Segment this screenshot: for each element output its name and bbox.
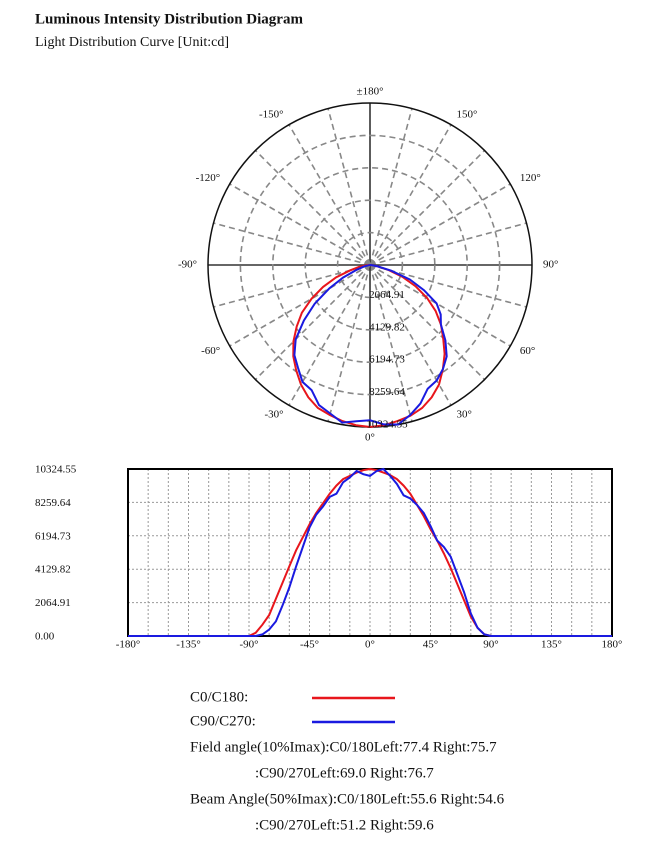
- x-tick-label: -45°: [300, 639, 319, 651]
- grid-spoke-minor: [254, 264, 371, 381]
- annotation: Field angle(10%Imax):C0/180Left:77.4 Rig…: [190, 739, 497, 755]
- angle-label: 0°: [365, 432, 375, 444]
- grid-spoke-minor: [369, 222, 527, 266]
- angle-label: -30°: [264, 408, 283, 420]
- y-tick-label: 10324.55: [35, 464, 77, 476]
- ring-label: 2064.91: [369, 289, 405, 301]
- y-tick-label: 6194.73: [35, 530, 71, 542]
- ring-label: 6194.73: [369, 354, 405, 366]
- legend-label: C0/C180:: [190, 689, 248, 705]
- x-tick-label: 135°: [541, 639, 562, 651]
- grid-spoke-minor: [369, 264, 527, 308]
- grid-spoke: [229, 183, 371, 266]
- grid-spoke-minor: [369, 264, 413, 422]
- grid-spoke-minor: [369, 108, 413, 266]
- annotation: :C90/270Left:69.0 Right:76.7: [255, 765, 434, 781]
- grid-ring: [336, 231, 404, 299]
- chart-title: Luminous Intensity Distribution Diagram: [35, 11, 303, 27]
- grid-spoke-minor: [327, 108, 371, 266]
- angle-label: 30°: [457, 408, 472, 420]
- grid-spoke: [369, 264, 511, 347]
- x-tick-label: -90°: [239, 639, 258, 651]
- annotation: :C90/270Left:51.2 Right:59.6: [255, 817, 434, 833]
- grid-ring: [304, 199, 436, 331]
- y-tick-label: 2064.91: [35, 597, 71, 609]
- grid-ring: [239, 134, 501, 396]
- grid-spoke: [369, 264, 452, 406]
- annotation: Beam Angle(50%Imax):C0/180Left:55.6 Righ…: [190, 791, 505, 807]
- x-tick-label: 45°: [423, 639, 438, 651]
- grid-spoke-minor: [369, 264, 486, 381]
- grid-spoke-minor: [213, 222, 371, 266]
- x-tick-label: 180°: [602, 639, 623, 651]
- angle-label: 150°: [457, 109, 478, 121]
- grid-spoke: [369, 124, 452, 266]
- y-tick-label: 8259.64: [35, 497, 71, 509]
- chart-subtitle: Light Distribution Curve [Unit:cd]: [35, 35, 229, 50]
- polar-curve: [292, 264, 446, 429]
- angle-label: ±180°: [357, 86, 384, 98]
- angle-label: -150°: [259, 109, 284, 121]
- grid-spoke-minor: [327, 264, 371, 422]
- angle-label: 60°: [520, 345, 535, 357]
- line-series: [128, 467, 612, 637]
- grid-ring: [271, 167, 468, 363]
- grid-spoke: [369, 183, 511, 266]
- grid-spoke-minor: [254, 149, 371, 266]
- x-tick-label: 90°: [483, 639, 498, 651]
- grid-spoke-minor: [213, 264, 371, 308]
- x-tick-label: -135°: [176, 639, 201, 651]
- line-series: [128, 467, 612, 637]
- x-tick-label: -180°: [116, 639, 141, 651]
- grid-spoke: [229, 264, 371, 347]
- angle-label: -60°: [201, 345, 220, 357]
- y-tick-label: 0.00: [35, 631, 55, 643]
- ring-label: 4129.82: [369, 321, 405, 333]
- grid-spoke-minor: [369, 149, 486, 266]
- ring-label: 8259.64: [369, 386, 405, 398]
- polar-curve: [293, 264, 448, 426]
- ring-label: 10324.55: [366, 419, 408, 431]
- legend-label: C90/C270:: [190, 713, 256, 729]
- y-tick-label: 4129.82: [35, 564, 71, 576]
- angle-label: -90°: [178, 259, 197, 271]
- angle-label: -120°: [196, 172, 221, 184]
- grid-spoke: [288, 124, 371, 266]
- angle-label: 120°: [520, 172, 541, 184]
- angle-label: 90°: [543, 259, 558, 271]
- x-tick-label: 0°: [365, 639, 375, 651]
